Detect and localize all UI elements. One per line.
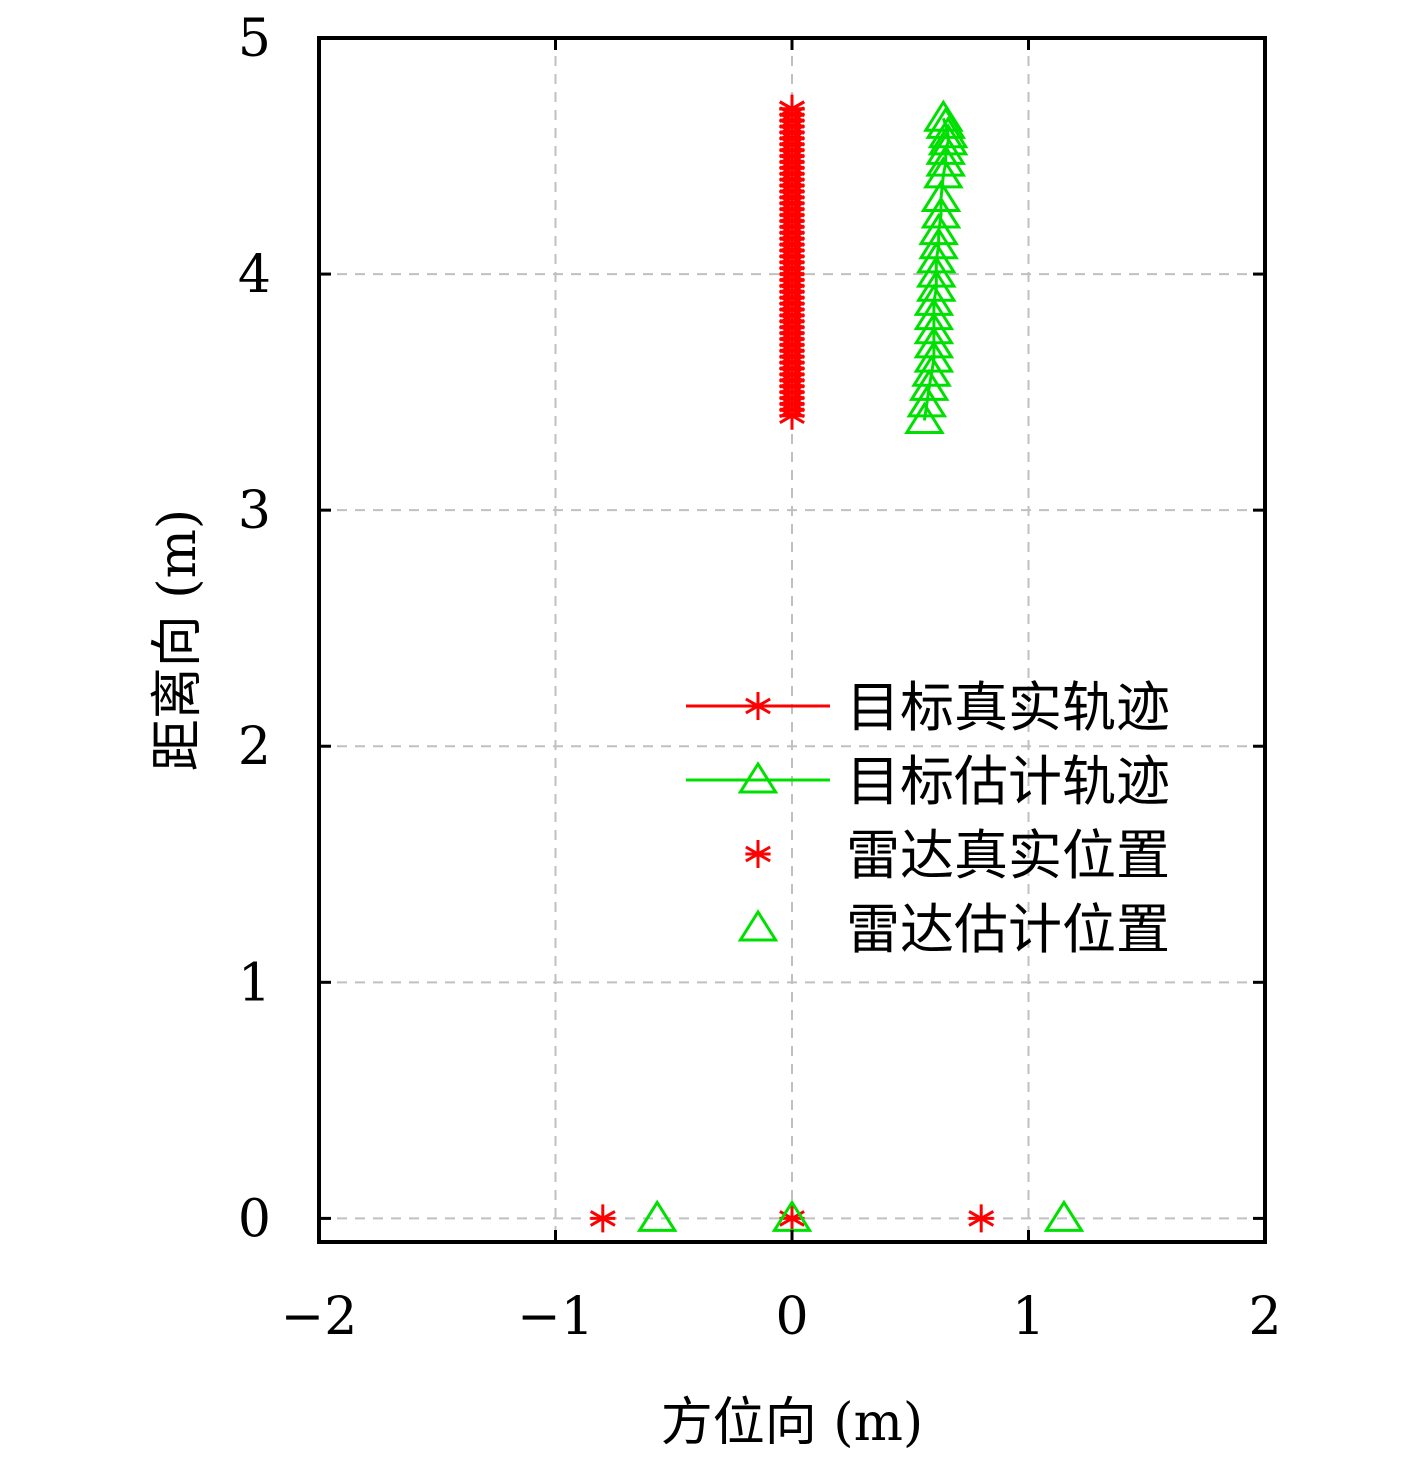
series-1 <box>904 99 969 434</box>
data-point <box>925 144 967 177</box>
series-layer <box>589 94 1085 1233</box>
y-tick-label: 0 <box>238 1189 271 1249</box>
data-point <box>906 385 948 418</box>
legend-item: 雷达真实位置 <box>745 824 1170 887</box>
legend-marker <box>745 692 771 720</box>
data-point <box>920 179 962 213</box>
legend-item: 雷达估计位置 <box>737 898 1170 961</box>
series-3 <box>636 1199 1085 1232</box>
y-axis-label: 距离向 (m) <box>148 509 208 771</box>
y-tick-label: 4 <box>238 245 271 305</box>
data-point <box>923 156 964 189</box>
legend-label: 雷达真实位置 <box>846 824 1170 887</box>
legend-item: 目标估计轨迹 <box>686 750 1170 813</box>
x-tick-label: −1 <box>517 1287 594 1347</box>
ticks: −2 −1 0 1 2 0 1 2 3 4 5 <box>238 9 1282 1347</box>
x-tick-label: 0 <box>775 1287 808 1347</box>
legend-item: 目标真实轨迹 <box>686 676 1170 739</box>
data-point <box>927 123 969 156</box>
x-axis-label: 方位向 (m) <box>661 1393 923 1453</box>
legend-marker <box>737 909 779 942</box>
legend-label: 目标真实轨迹 <box>846 676 1170 739</box>
y-tick-label: 1 <box>238 953 271 1013</box>
x-tick-label: 2 <box>1248 1287 1281 1347</box>
x-tick-label: 1 <box>1012 1287 1045 1347</box>
data-point <box>925 106 967 139</box>
x-tick-label: −2 <box>281 1287 358 1347</box>
y-tick-label: 5 <box>238 9 271 69</box>
legend-marker <box>737 761 779 794</box>
series-0 <box>779 94 805 430</box>
data-point <box>589 1204 616 1233</box>
y-tick-label: 3 <box>238 481 271 541</box>
data-point <box>927 115 969 149</box>
legend-label: 雷达估计位置 <box>846 898 1170 961</box>
legend-marker <box>745 840 771 868</box>
data-point <box>925 132 967 165</box>
data-point <box>1043 1199 1085 1232</box>
data-point <box>636 1199 678 1232</box>
y-tick-label: 2 <box>238 717 271 777</box>
data-point <box>920 196 962 229</box>
data-point <box>968 1204 995 1233</box>
data-point <box>904 401 945 434</box>
data-point <box>779 94 805 123</box>
legend-label: 目标估计轨迹 <box>846 750 1170 813</box>
data-point <box>923 99 964 132</box>
data-point <box>918 212 959 246</box>
